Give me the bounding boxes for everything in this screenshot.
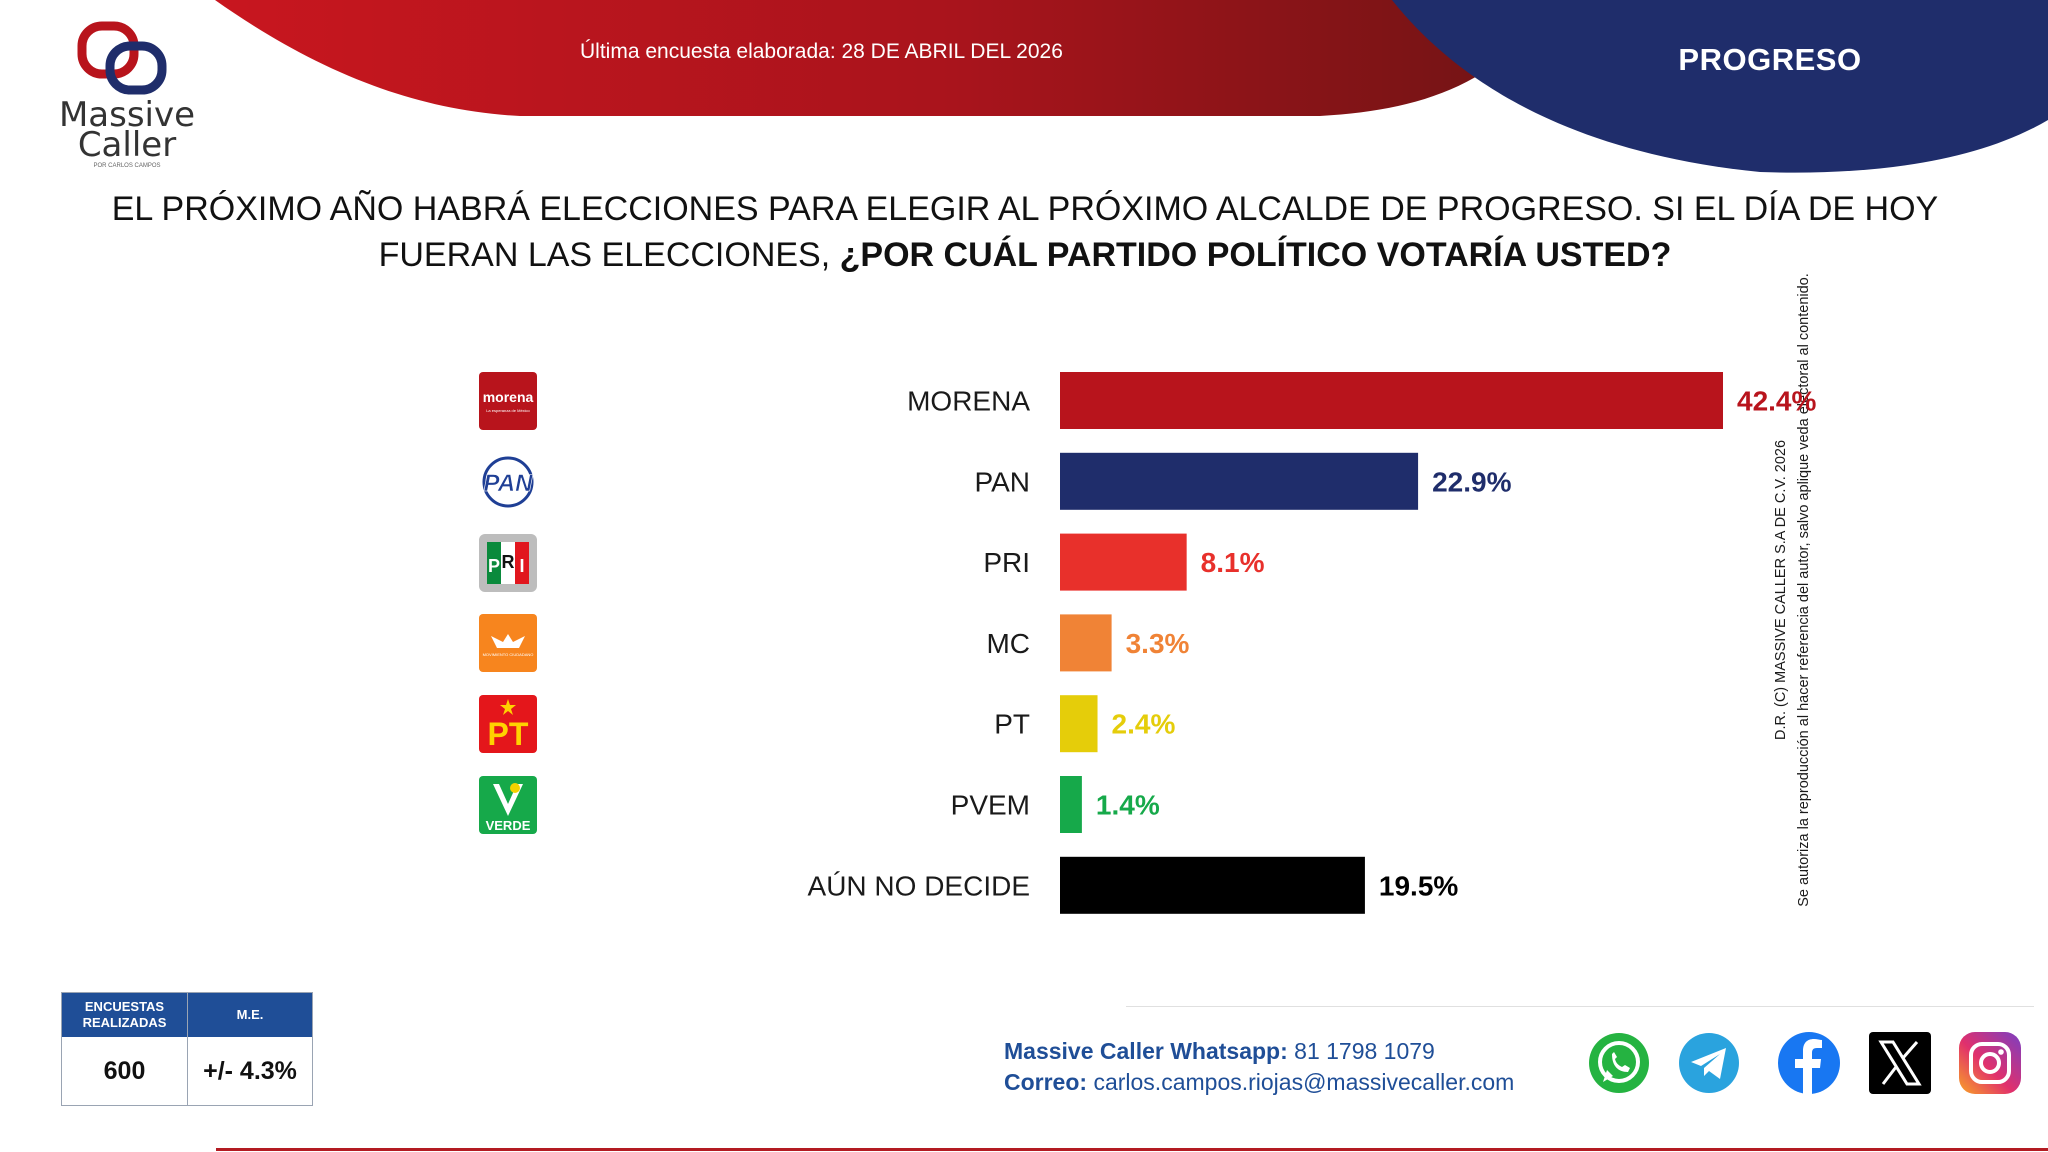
email-contact: Correo: carlos.campos.riojas@massivecall… — [1004, 1069, 1515, 1095]
value-label: 42.4% — [1737, 386, 1816, 417]
header-banner — [215, 0, 2048, 173]
whatsapp-contact: Massive Caller Whatsapp: 81 1798 1079 — [1004, 1038, 1435, 1064]
pt-logo: PT — [479, 695, 537, 754]
survey-question: EL PRÓXIMO AÑO HABRÁ ELECCIONES PARA ELE… — [110, 186, 1940, 278]
bar-morena — [1060, 372, 1723, 429]
survey-meta-table: ENCUESTAS REALIZADAS M.E. 600 +/- 4.3% — [61, 992, 313, 1106]
question-emphasis: ¿POR CUÁL PARTIDO POLÍTICO VOTARÍA USTED… — [839, 236, 1672, 274]
sample-size-header: ENCUESTAS REALIZADAS — [82, 999, 167, 1030]
category-label: PAN — [975, 466, 1031, 497]
question-text: EL PRÓXIMO AÑO HABRÁ ELECCIONES PARA ELE… — [111, 190, 1939, 274]
category-label: MC — [986, 628, 1030, 659]
massive-caller-logo: Massive Caller POR CARLOS CAMPOS — [52, 20, 202, 170]
margin-error-header: M.E. — [236, 1007, 264, 1022]
svg-text:PT: PT — [488, 716, 529, 752]
svg-text:VERDE: VERDE — [486, 818, 531, 833]
bar-pan — [1060, 452, 1419, 510]
value-label: 3.3% — [1126, 628, 1190, 659]
bar-mc — [1060, 614, 1112, 672]
whatsapp-icon[interactable] — [1586, 1030, 1652, 1096]
contact-info: Massive Caller Whatsapp: 81 1798 1079 Co… — [1004, 1036, 1514, 1098]
value-label: 8.1% — [1201, 547, 1265, 578]
sample-size-value: 600 — [103, 1056, 146, 1085]
category-label: AÚN NO DECIDE — [808, 870, 1030, 901]
svg-text:R: R — [502, 552, 515, 572]
svg-text:PAN: PAN — [484, 470, 534, 497]
instagram-icon[interactable] — [1957, 1030, 2023, 1096]
logo-mark-icon — [77, 21, 167, 95]
x-icon[interactable] — [1867, 1030, 1933, 1096]
value-label: 2.4% — [1112, 709, 1176, 740]
svg-text:La esperanza de México: La esperanza de México — [486, 408, 530, 413]
svg-text:P: P — [488, 556, 500, 576]
footer-divider — [1126, 1006, 2034, 1007]
value-label: 1.4% — [1096, 790, 1160, 821]
email-address[interactable]: carlos.campos.riojas@massivecaller.com — [1093, 1069, 1515, 1095]
whatsapp-number[interactable]: 81 1798 1079 — [1294, 1038, 1435, 1064]
mc-logo: MOVIMIENTO CIUDADANO — [479, 614, 537, 673]
category-label: PT — [994, 709, 1030, 740]
value-label: 19.5% — [1379, 870, 1458, 901]
logo-name: Massive Caller — [58, 95, 196, 165]
svg-text:I: I — [519, 556, 524, 576]
svg-text:MOVIMIENTO CIUDADANO: MOVIMIENTO CIUDADANO — [483, 652, 534, 657]
category-label: MORENA — [907, 386, 1030, 417]
vote-intention-chart: MORENA 42.4% PAN 22.9% PRI 8.1% MC 3.3% PT 2.4% PV… — [808, 372, 1816, 914]
bottom-accent-line — [216, 1148, 2048, 1151]
bar-pt — [1060, 695, 1098, 753]
pan-logo: PAN — [479, 452, 537, 511]
category-label: PVEM — [951, 790, 1030, 821]
pvem-logo: VERDE — [479, 776, 537, 834]
facebook-icon[interactable] — [1776, 1030, 1842, 1096]
morena-logo: morena La esperanza de México — [479, 372, 537, 430]
survey-date: Última encuesta elaborada: 28 DE ABRIL D… — [580, 40, 1063, 63]
bar-pri — [1060, 533, 1187, 591]
meta-divider — [187, 993, 188, 1105]
margin-error-value: +/- 4.3% — [203, 1056, 297, 1085]
svg-text:morena: morena — [483, 389, 534, 405]
value-label: 22.9% — [1432, 466, 1511, 497]
bar-a-n-no-decide — [1060, 856, 1365, 914]
bar-pvem — [1060, 776, 1082, 833]
category-label: PRI — [983, 547, 1030, 578]
logo-tagline: POR CARLOS CAMPOS — [93, 163, 161, 169]
region-title: PROGRESO — [1678, 42, 1862, 77]
telegram-icon[interactable] — [1676, 1030, 1742, 1096]
